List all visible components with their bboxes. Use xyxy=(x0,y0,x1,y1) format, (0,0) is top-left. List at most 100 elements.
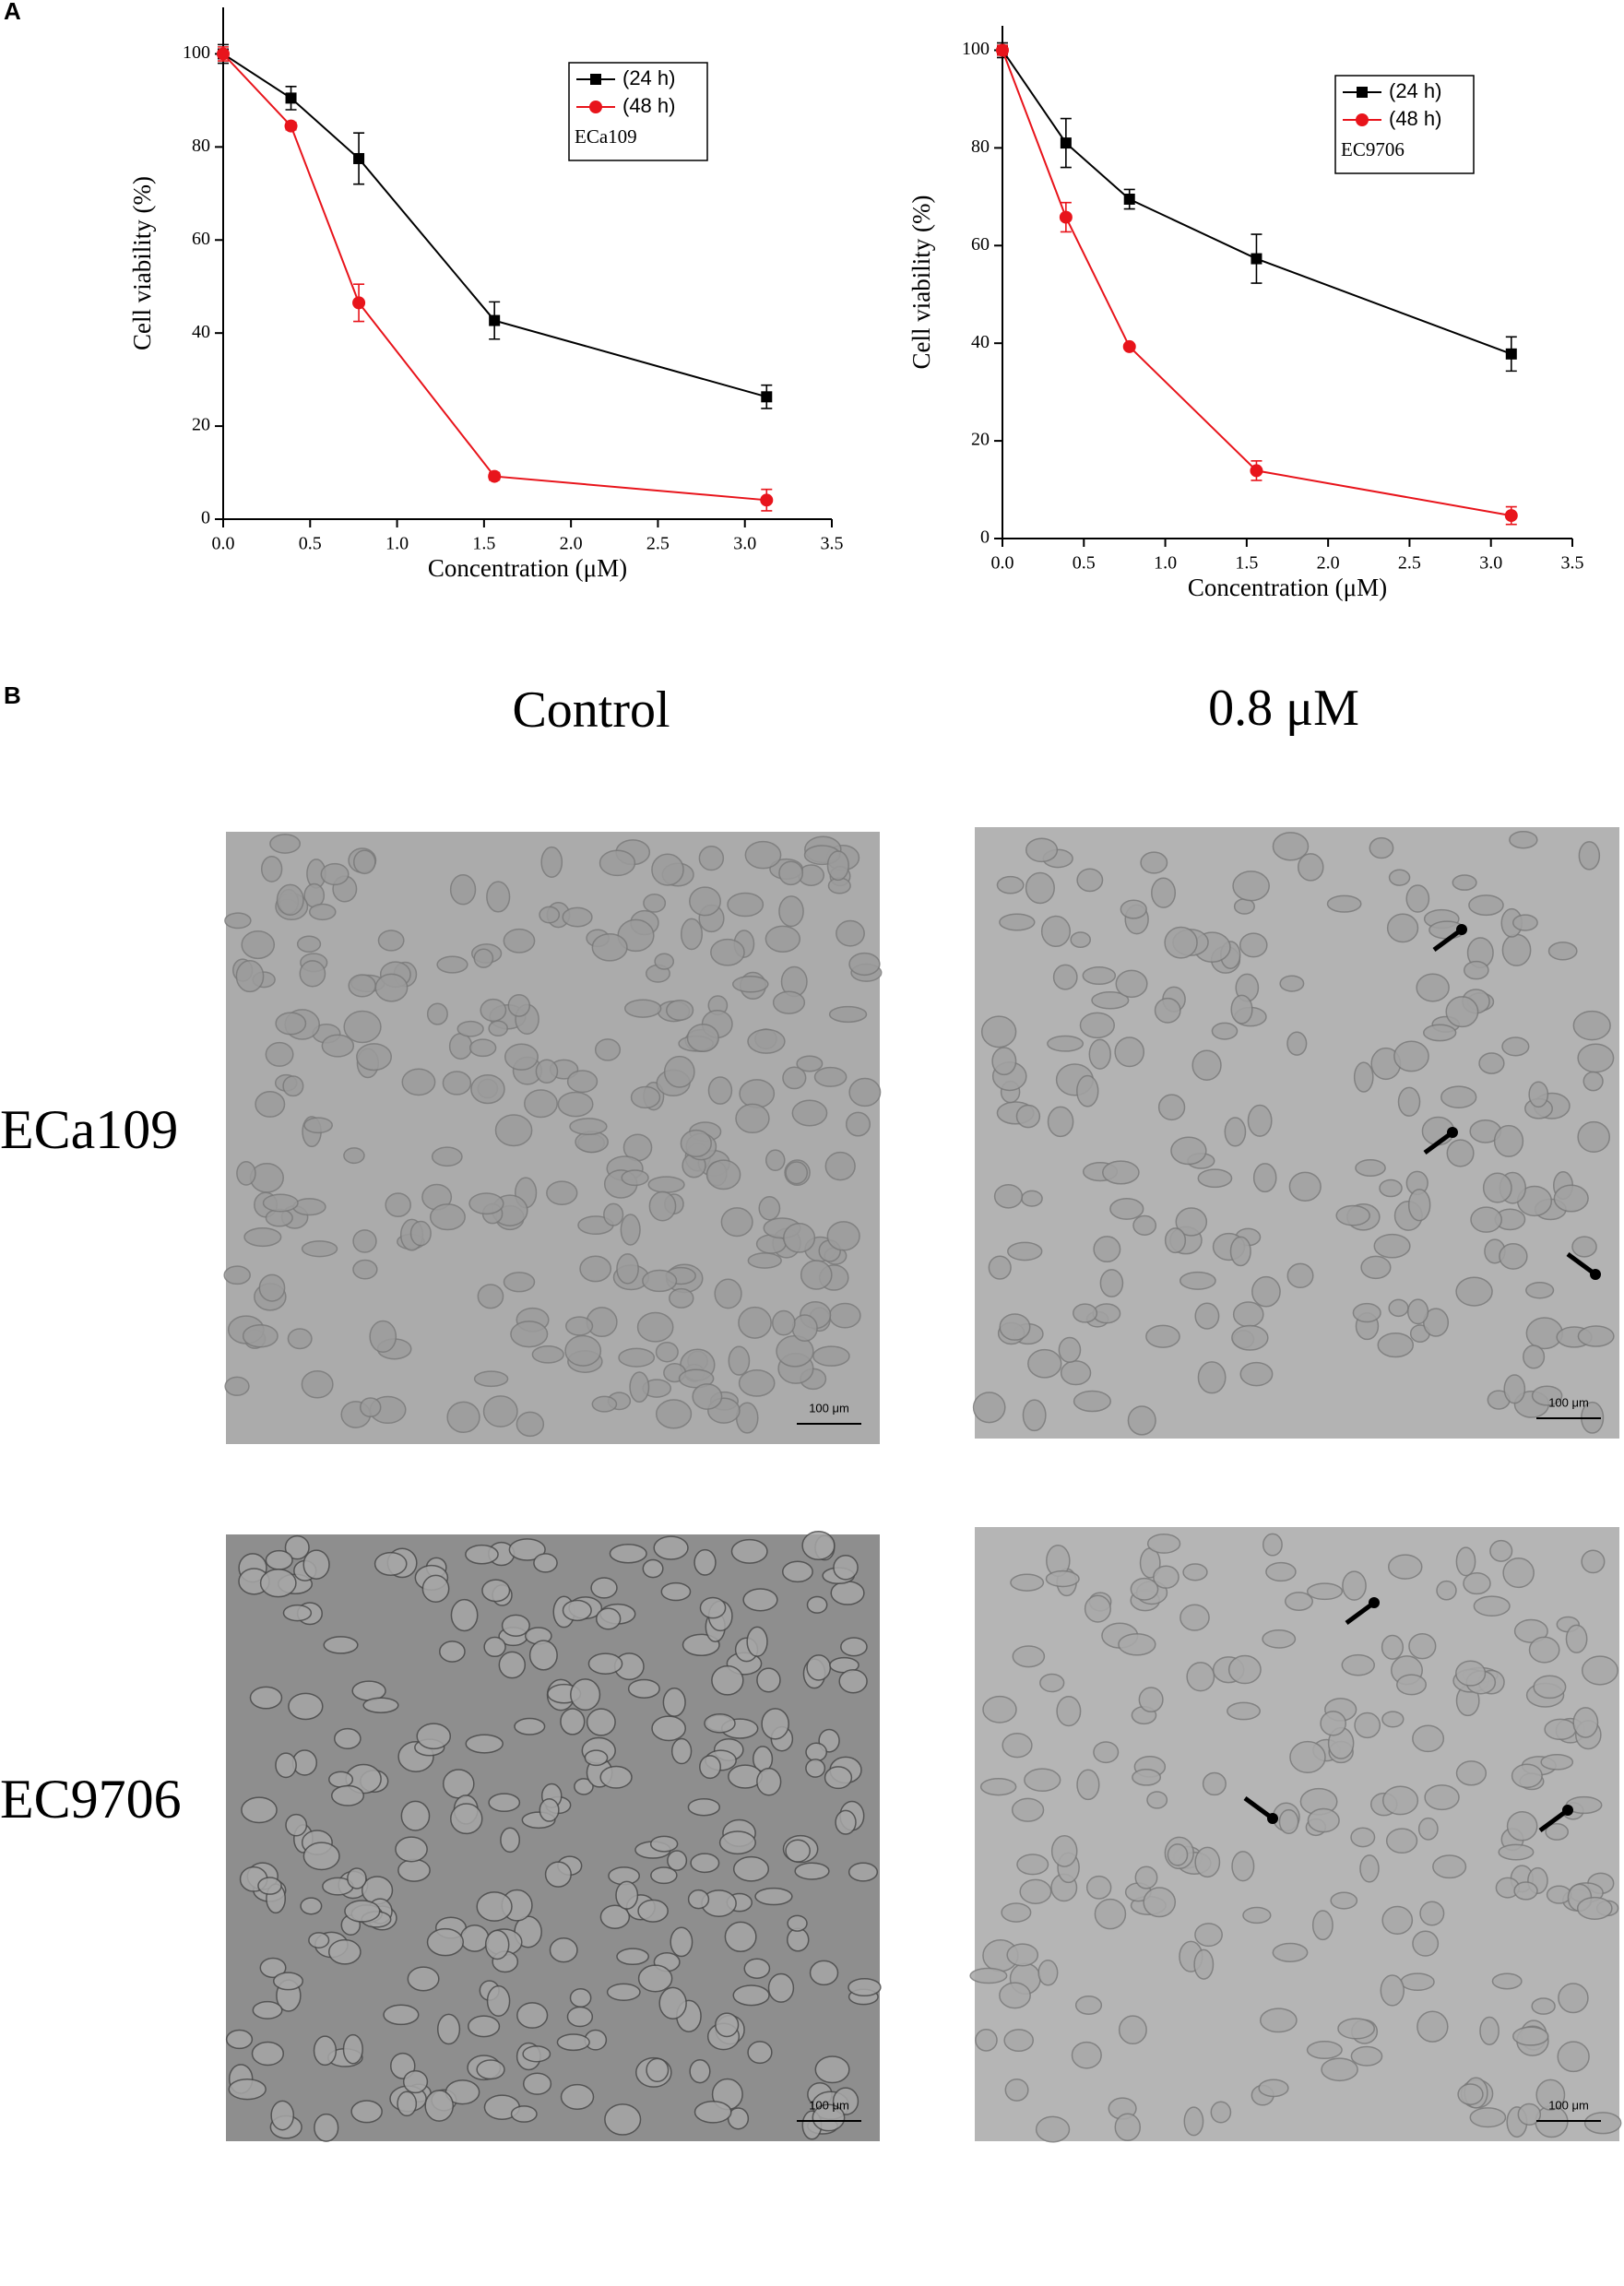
cell xyxy=(1557,2041,1590,2073)
cell xyxy=(840,1637,868,1657)
cell xyxy=(342,2033,363,2065)
cell xyxy=(426,1927,465,1957)
cell xyxy=(459,1925,490,1952)
cell xyxy=(1001,1902,1032,1923)
cell xyxy=(528,1640,558,1671)
cell xyxy=(282,1075,304,1097)
cell xyxy=(302,1842,340,1871)
cell xyxy=(991,1047,1017,1076)
cell xyxy=(669,1287,694,1309)
cell xyxy=(344,1900,381,1923)
cell xyxy=(1493,1124,1524,1157)
cell xyxy=(395,1836,428,1863)
cell xyxy=(720,1207,753,1238)
cell xyxy=(667,1850,688,1871)
cell xyxy=(1455,1760,1488,1786)
cell xyxy=(630,1085,661,1109)
cell xyxy=(1007,1241,1043,1261)
cell xyxy=(1354,1712,1381,1739)
cell xyxy=(609,1544,647,1564)
cell xyxy=(718,1830,756,1855)
cell xyxy=(629,1371,650,1404)
y-tick-label: 40 xyxy=(192,322,210,342)
cell xyxy=(1525,1317,1563,1350)
cell xyxy=(1578,841,1601,871)
cell xyxy=(484,1929,510,1960)
y-tick-label: 0 xyxy=(980,527,990,548)
cell xyxy=(362,1697,399,1713)
cell xyxy=(1535,2079,1566,2111)
cell xyxy=(508,1538,546,1561)
point xyxy=(996,43,1009,57)
cell xyxy=(275,1012,307,1036)
micrograph: 100 μm xyxy=(225,1531,882,2142)
cell xyxy=(546,1180,578,1205)
cell xyxy=(1397,1086,1421,1117)
cell xyxy=(301,1240,338,1258)
cell xyxy=(649,1835,679,1853)
cell xyxy=(758,1196,781,1221)
cell xyxy=(1306,1582,1344,1601)
cell xyxy=(562,906,593,928)
cell xyxy=(1393,1040,1429,1072)
cell xyxy=(1284,1592,1313,1611)
y-axis-label: Cell viability (%) xyxy=(128,176,156,350)
cell xyxy=(812,2103,846,2132)
cell xyxy=(728,1345,751,1376)
x-tick-label: 2.5 xyxy=(646,534,670,554)
cell xyxy=(421,1574,450,1603)
cell xyxy=(436,2013,461,2045)
cell xyxy=(1583,2112,1622,2135)
point xyxy=(1250,464,1263,478)
cell xyxy=(743,1958,771,1979)
cell xyxy=(223,1265,251,1285)
cell xyxy=(587,1652,623,1675)
cell xyxy=(328,1771,354,1788)
cell xyxy=(1330,1891,1358,1910)
legend-marker xyxy=(590,74,601,85)
cell xyxy=(826,1221,860,1251)
cell xyxy=(1440,1085,1477,1109)
cell xyxy=(660,1581,692,1602)
cell xyxy=(1455,1276,1493,1307)
cell xyxy=(731,976,769,993)
cell xyxy=(1027,1348,1062,1379)
micrograph: 100 μm xyxy=(972,827,1619,1439)
cell xyxy=(565,1316,594,1336)
cell xyxy=(738,1369,776,1397)
cell xyxy=(1545,1823,1570,1841)
cell xyxy=(1197,1361,1227,1394)
arrow xyxy=(1538,1807,1570,1833)
cell xyxy=(1074,1995,1103,2015)
cell xyxy=(772,990,806,1014)
cell xyxy=(1396,1674,1427,1696)
cell xyxy=(805,1742,828,1762)
micrograph: 100 μm xyxy=(223,832,883,1444)
cell xyxy=(848,952,881,977)
cell xyxy=(407,1966,440,1992)
cell xyxy=(343,1010,382,1044)
cell xyxy=(794,1862,830,1880)
cell xyxy=(586,1708,616,1736)
cell xyxy=(1202,1771,1227,1796)
cell xyxy=(1010,1573,1045,1592)
cell xyxy=(1227,1701,1261,1721)
cell xyxy=(650,1866,678,1885)
cell xyxy=(516,2002,549,2029)
cell xyxy=(249,1686,283,1710)
y-tick-label: 0 xyxy=(201,508,210,528)
cell xyxy=(1525,1282,1555,1299)
cell xyxy=(1491,1972,1523,1990)
cell xyxy=(836,919,865,947)
cell xyxy=(1463,1571,1491,1595)
cell xyxy=(522,2072,552,2095)
cell xyxy=(446,1401,480,1433)
cell xyxy=(321,1034,355,1058)
cell xyxy=(809,1960,839,1986)
cell xyxy=(1311,1910,1334,1941)
cell xyxy=(1194,1846,1221,1878)
cell xyxy=(658,1986,687,2019)
cell xyxy=(224,912,252,930)
cell xyxy=(1138,1687,1164,1713)
cell xyxy=(637,1899,669,1923)
